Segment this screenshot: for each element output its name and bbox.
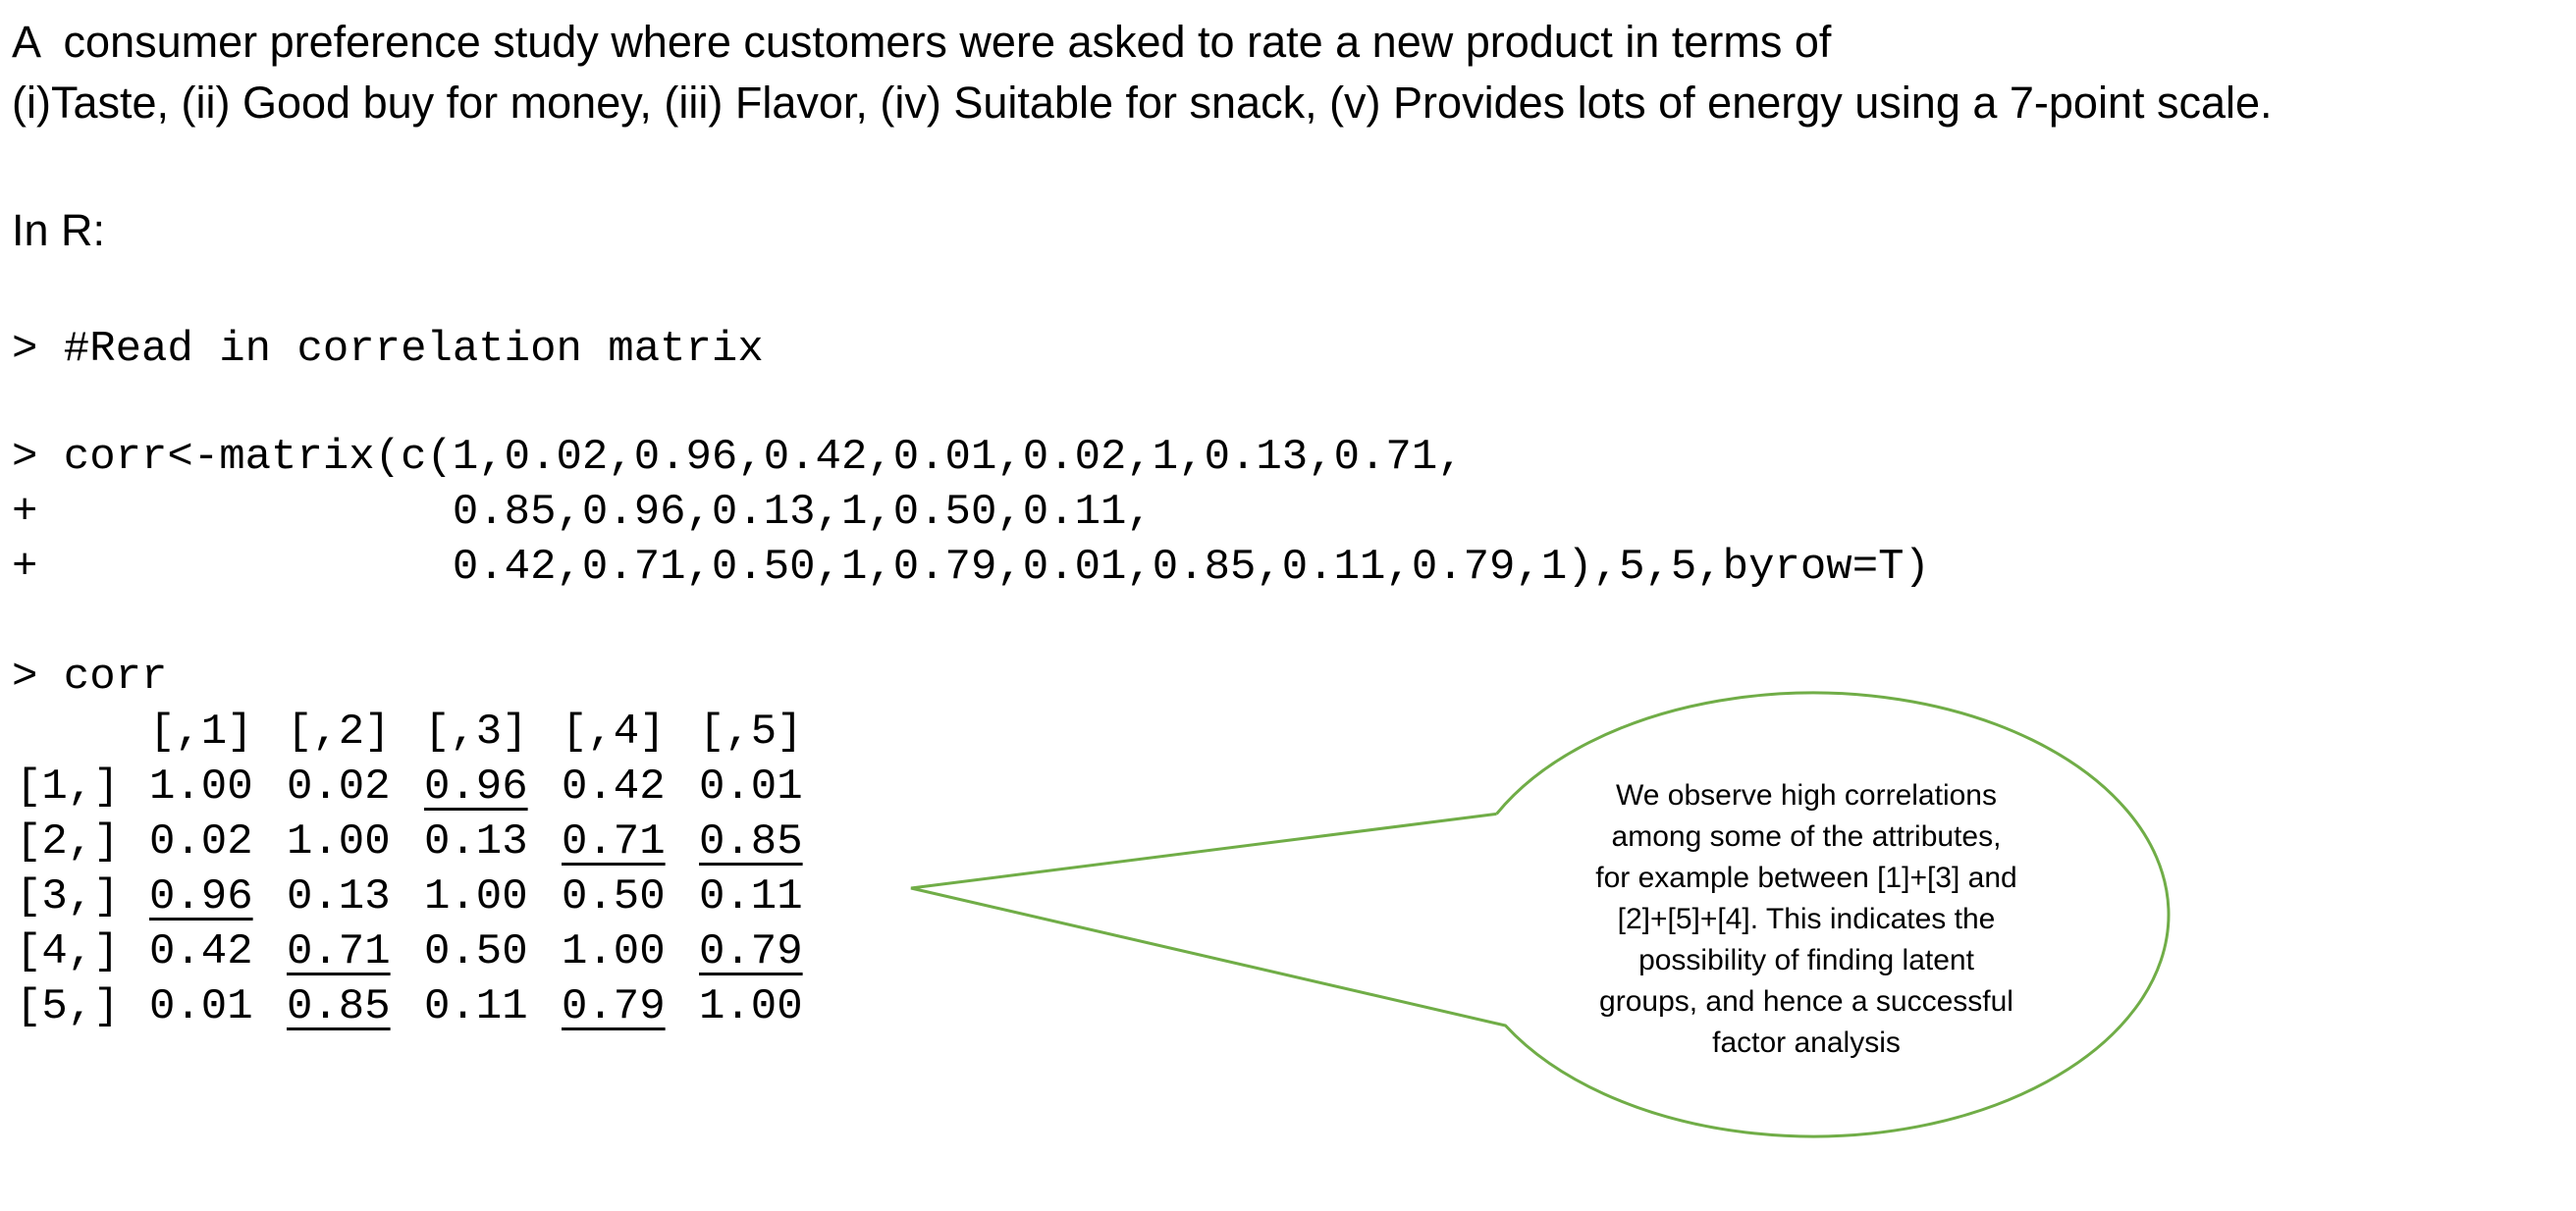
callout-text-line: for example between [1]+[3] and: [1595, 862, 2017, 894]
code-print-command: > corr: [12, 653, 168, 702]
matrix-cell: 0.11: [424, 982, 528, 1031]
matrix-row-header: [2,]: [16, 817, 120, 867]
matrix-row-header: [3,]: [16, 872, 120, 921]
language-label: In R:: [12, 205, 106, 255]
matrix-cell-highlighted: 0.96: [149, 872, 253, 921]
intro-line-2: (i)Taste, (ii) Good buy for money, (iii)…: [12, 78, 2273, 128]
matrix-cell: 1.00: [562, 927, 666, 976]
matrix-col-header: [,5]: [699, 708, 803, 757]
matrix-cell-highlighted: 0.85: [699, 817, 803, 867]
code-command-line-2: + 0.85,0.96,0.13,1,0.50,0.11,: [12, 488, 1153, 537]
matrix-cell: 0.50: [424, 927, 528, 976]
matrix-cell: 0.01: [149, 982, 253, 1031]
callout-text-line: among some of the attributes,: [1611, 820, 2002, 853]
matrix-cell: 0.02: [149, 817, 253, 867]
callout-text-line: possibility of finding latent: [1638, 944, 1974, 976]
matrix-cell-highlighted: 0.96: [424, 763, 528, 812]
matrix-cell: 1.00: [424, 872, 528, 921]
matrix-cell-highlighted: 0.71: [562, 817, 666, 867]
callout-text-line: [2]+[5]+[4]. This indicates the: [1617, 903, 1996, 935]
matrix-cell: 1.00: [287, 817, 391, 867]
callout-bubble-shape: [910, 691, 2171, 1138]
callout-text-line: factor analysis: [1712, 1027, 1901, 1059]
matrix-row-header: [5,]: [16, 982, 120, 1031]
matrix-cell: 0.01: [699, 763, 803, 812]
callout-text: We observe high correlations among some o…: [1531, 775, 2081, 1064]
matrix-cell: 1.00: [149, 763, 253, 812]
callout-text-line: We observe high correlations: [1616, 779, 1997, 812]
matrix-cell: 0.42: [149, 927, 253, 976]
callout-text-line: groups, and hence a successful: [1599, 985, 2013, 1018]
matrix-cell: 0.11: [699, 872, 803, 921]
matrix-cell-highlighted: 0.79: [699, 927, 803, 976]
matrix-cell: 0.02: [287, 763, 391, 812]
matrix-cell: 0.13: [287, 872, 391, 921]
matrix-cell: 0.13: [424, 817, 528, 867]
matrix-cell-highlighted: 0.79: [562, 982, 666, 1031]
matrix-cell-highlighted: 0.85: [287, 982, 391, 1031]
intro-line-1: A consumer preference study where custom…: [12, 17, 1832, 67]
matrix-cell: 0.50: [562, 872, 666, 921]
matrix-row-header: [4,]: [16, 927, 120, 976]
code-command-line-3: + 0.42,0.71,0.50,1,0.79,0.01,0.85,0.11,0…: [12, 543, 1930, 592]
matrix-cell-highlighted: 0.71: [287, 927, 391, 976]
matrix-col-header: [,1]: [149, 708, 253, 757]
code-command-line-1: > corr<-matrix(c(1,0.02,0.96,0.42,0.01,0…: [12, 433, 1464, 482]
matrix-col-header: [,2]: [287, 708, 391, 757]
matrix-cell: 0.42: [562, 763, 666, 812]
matrix-cell: 1.00: [699, 982, 803, 1031]
matrix-row-header: [1,]: [16, 763, 120, 812]
matrix-col-header: [,3]: [424, 708, 528, 757]
matrix-col-header: [,4]: [562, 708, 666, 757]
code-comment-line: > #Read in correlation matrix: [12, 325, 764, 374]
